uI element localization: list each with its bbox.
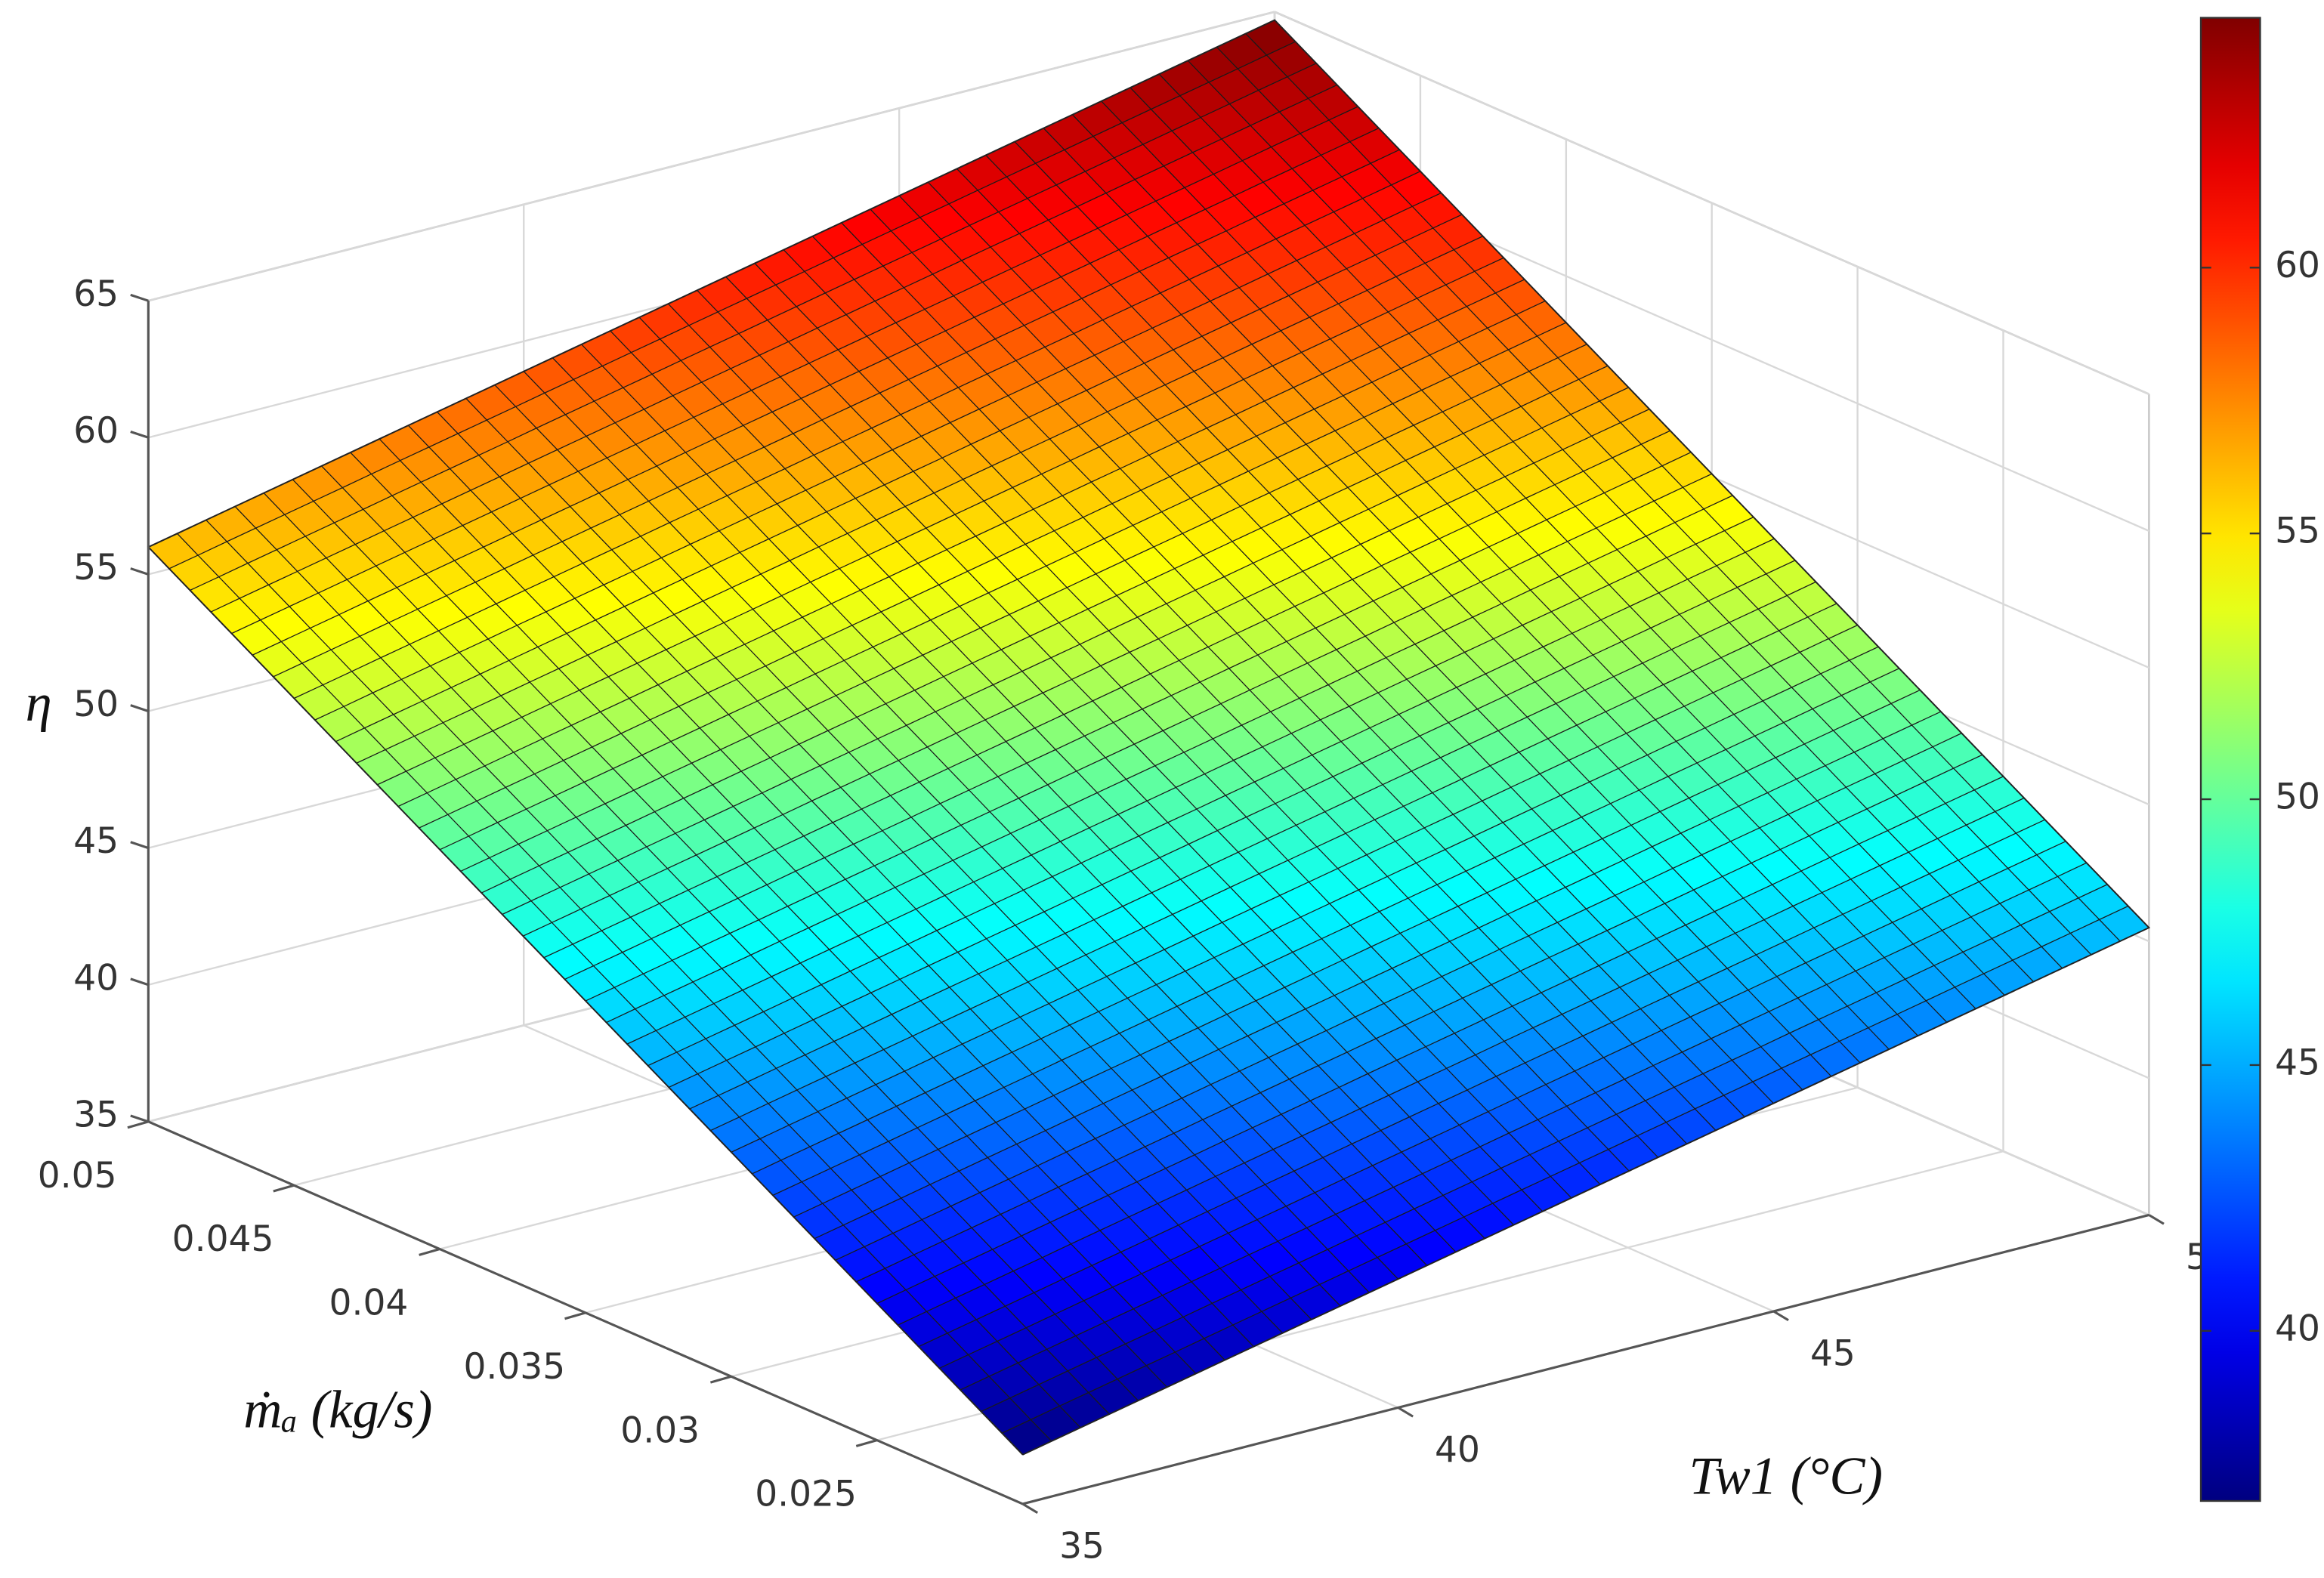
y-tick-label: 0.03 — [620, 1410, 700, 1451]
x-tick — [1021, 1502, 1039, 1515]
x-axis — [1022, 1213, 2149, 1505]
z-axis-title: η — [26, 674, 52, 733]
z-tick-label: 60 — [73, 410, 119, 452]
z-tick — [130, 430, 149, 439]
z-tick-label: 35 — [73, 1094, 119, 1135]
y-tick — [127, 1120, 149, 1129]
grid-line — [1274, 11, 2149, 395]
y-tick — [273, 1184, 295, 1193]
x-tick-label: 45 — [1810, 1332, 1856, 1374]
y-axis-title: ṁₐ (kg/s) — [243, 1380, 432, 1439]
z-tick — [130, 293, 149, 302]
z-tick — [130, 977, 149, 987]
x-tick — [1772, 1310, 1789, 1322]
z-tick-label: 50 — [73, 684, 119, 725]
y-tick — [709, 1375, 732, 1384]
x-tick — [2148, 1214, 2165, 1225]
z-tick-label: 65 — [73, 273, 119, 315]
y-tick-label: 0.04 — [329, 1283, 409, 1324]
z-tick-label: 45 — [73, 820, 119, 862]
x-axis-title: Tw1 (°C) — [1689, 1447, 1883, 1506]
y-tick-label: 0.035 — [463, 1346, 565, 1388]
colorbar-tick-label: 60 — [2275, 245, 2320, 286]
x-tick — [1397, 1407, 1414, 1418]
grid-line — [148, 11, 1275, 302]
axes: 35 40 45 50 0.025 0.03 0.035 0.04 0.045 0.05 35 40 4… — [38, 273, 2231, 1567]
y-tick — [855, 1439, 878, 1447]
colorbar — [2199, 17, 2261, 1502]
z-tick — [130, 1114, 149, 1123]
x-tick-label: 40 — [1435, 1429, 1480, 1471]
z-tick-label: 55 — [73, 547, 119, 588]
y-tick — [564, 1311, 586, 1320]
y-tick-label: 0.045 — [172, 1218, 274, 1260]
colorbar-tick-label: 50 — [2275, 777, 2320, 818]
colorbar-tick-label: 45 — [2275, 1042, 2320, 1083]
x-tick-label: 35 — [1059, 1525, 1105, 1567]
z-tick — [130, 841, 149, 850]
z-tick — [130, 567, 149, 576]
z-tick-label: 40 — [73, 957, 119, 999]
surface — [147, 19, 2151, 1456]
y-tick-label: 0.05 — [38, 1155, 117, 1197]
y-tick-label: 0.025 — [755, 1474, 857, 1515]
y-tick — [419, 1248, 440, 1256]
colorbar-tick-label: 40 — [2275, 1308, 2320, 1349]
colorbar-tick-label: 55 — [2275, 511, 2320, 552]
surface-outline — [147, 19, 2151, 1456]
z-tick — [130, 704, 149, 713]
